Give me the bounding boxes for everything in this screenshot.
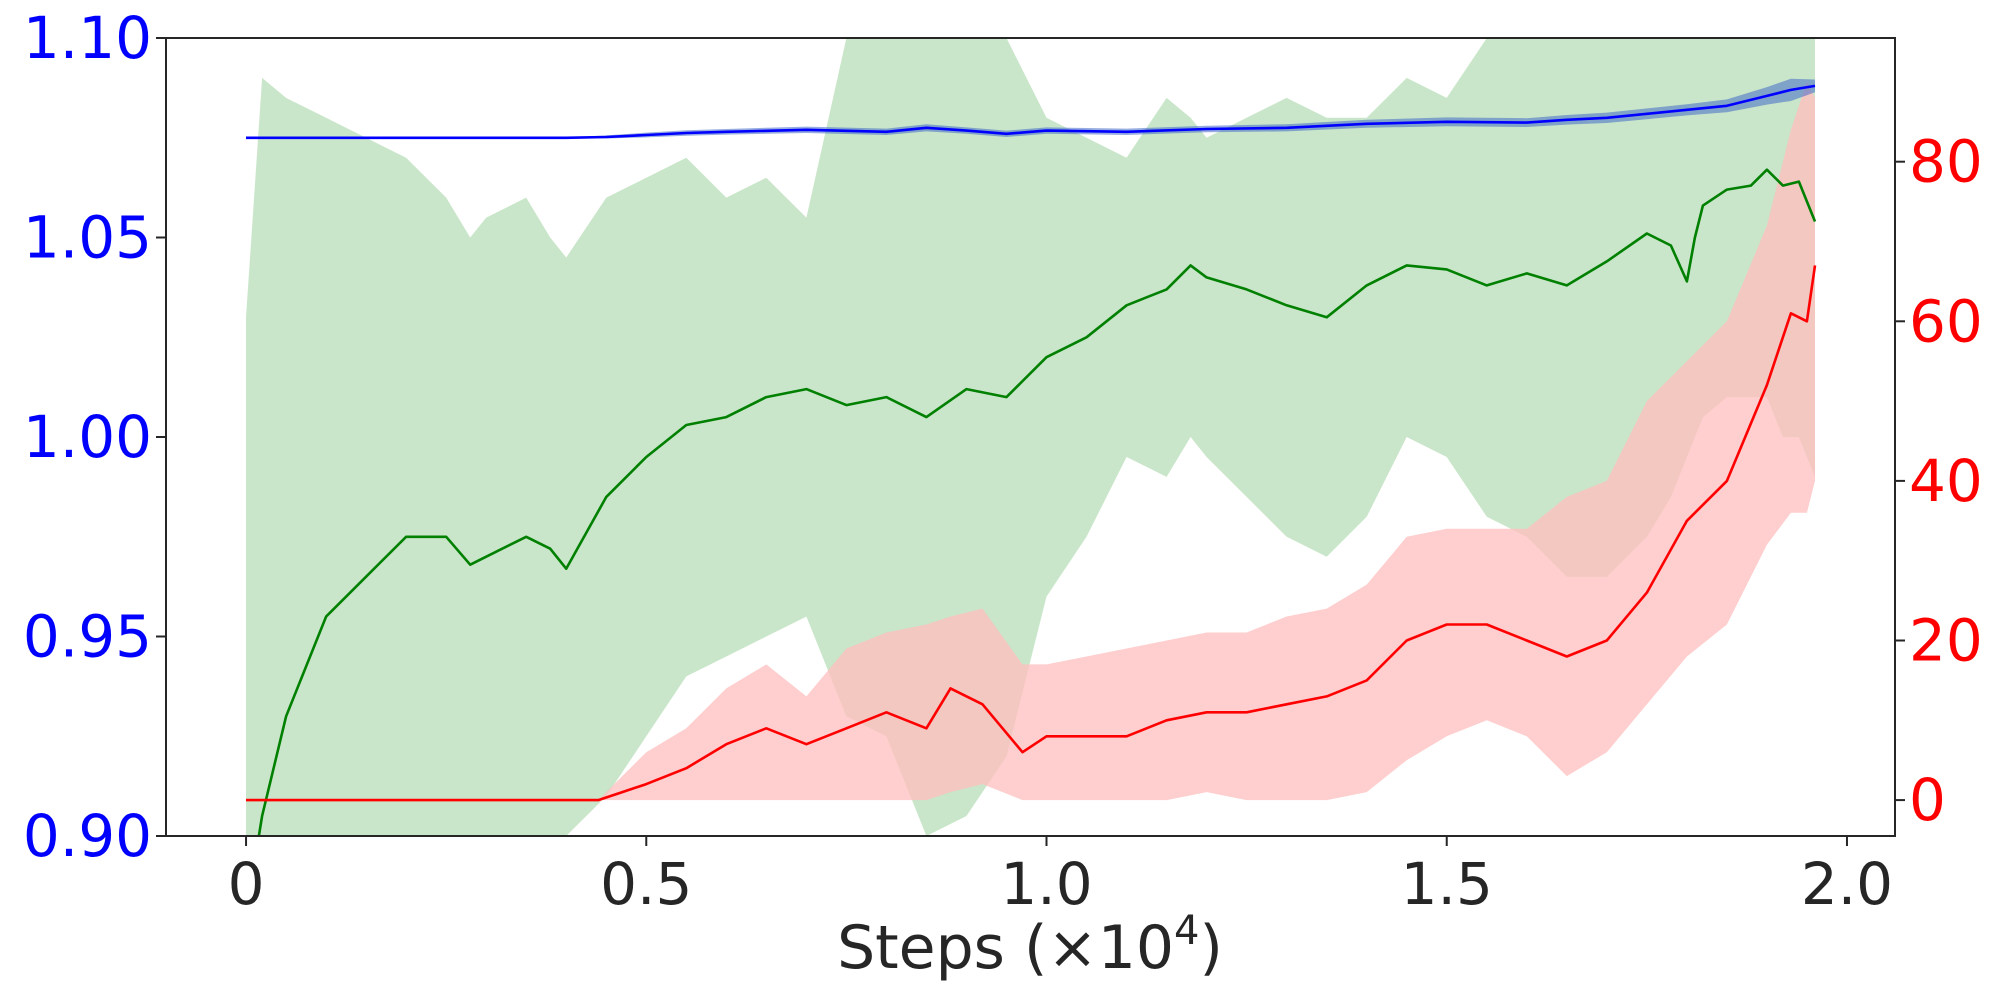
blue-series-line bbox=[246, 84, 1816, 140]
series-lines bbox=[246, 84, 1817, 836]
right-tick-label: 80 bbox=[1909, 128, 1983, 196]
red-series-line bbox=[246, 265, 1817, 802]
left-tick-label: 0.90 bbox=[23, 802, 152, 870]
x-axis-label: Steps (×104) bbox=[837, 908, 1223, 983]
right-tick-label: 20 bbox=[1909, 606, 1983, 674]
x-tick-label: 2.0 bbox=[1801, 850, 1893, 918]
x-tick-label: 1.5 bbox=[1401, 850, 1493, 918]
x-tick-label: 0.5 bbox=[600, 850, 692, 918]
left-tick-label: 1.05 bbox=[23, 204, 152, 272]
left-tick-label: 1.10 bbox=[23, 4, 152, 72]
x-axis-label-prefix: Steps (×10 bbox=[837, 913, 1174, 983]
red-series-band bbox=[246, 81, 1815, 801]
right-tick-label: 0 bbox=[1909, 766, 1946, 834]
x-axis-ticks: 0 0.5 1.0 1.5 2.0 bbox=[228, 836, 1893, 918]
right-tick-label: 40 bbox=[1909, 447, 1983, 515]
confidence-bands bbox=[246, 38, 1815, 836]
left-tick-label: 0.95 bbox=[23, 603, 152, 671]
left-tick-label: 1.00 bbox=[23, 403, 152, 471]
green-series-line bbox=[257, 168, 1817, 836]
green-series-band bbox=[246, 38, 1815, 836]
x-tick-label: 0 bbox=[228, 850, 265, 918]
right-axis-ticks: 0 20 40 60 80 bbox=[1895, 128, 1983, 834]
x-axis-label-exponent: 4 bbox=[1174, 908, 1199, 954]
x-tick-label: 1.0 bbox=[1000, 850, 1092, 918]
x-axis-label-suffix: ) bbox=[1200, 913, 1223, 983]
left-axis-ticks: 0.90 0.95 1.00 1.05 1.10 bbox=[23, 4, 166, 870]
right-tick-label: 60 bbox=[1909, 287, 1983, 355]
